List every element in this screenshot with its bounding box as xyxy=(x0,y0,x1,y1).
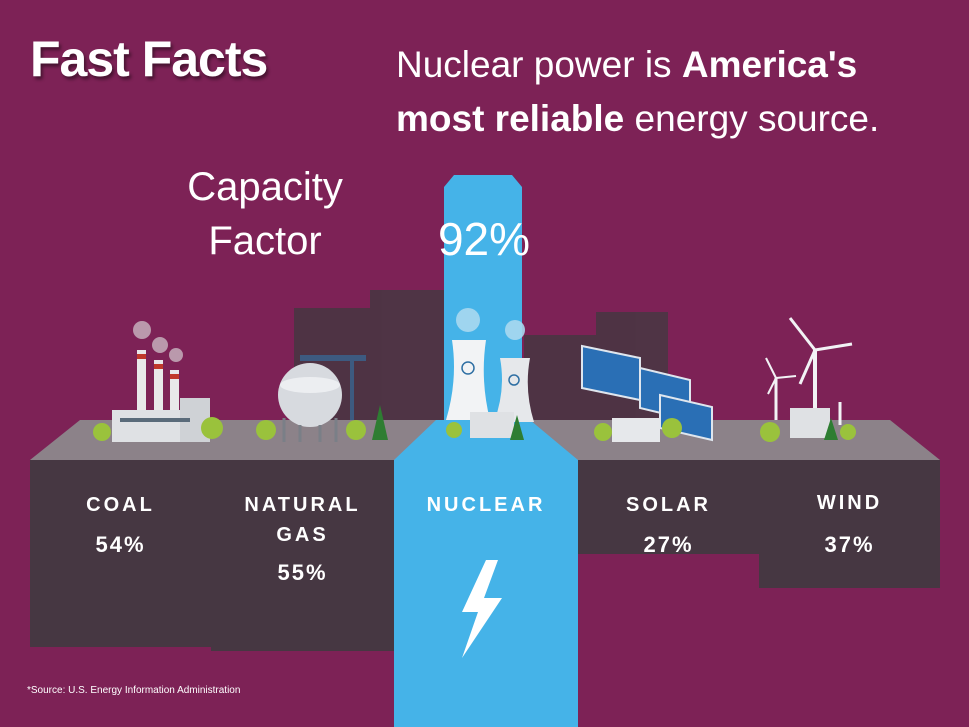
category-label-nuclear: NUCLEAR xyxy=(426,494,546,516)
bars xyxy=(30,460,940,651)
category-label-solar: SOLAR xyxy=(626,494,711,516)
chart-title: Capacity Factor xyxy=(187,165,343,263)
headline-part2: energy source. xyxy=(624,98,880,139)
value-label-coal: 54% xyxy=(95,532,146,557)
headline-part1: Nuclear power is xyxy=(396,44,682,85)
category-label-coal: COAL xyxy=(86,494,155,516)
lightning-bolt-icon xyxy=(462,560,502,658)
solar-panel-icon xyxy=(581,344,713,442)
source-note: *Source: U.S. Energy Information Adminis… xyxy=(27,685,241,696)
headline: Nuclear power is America's most reliable… xyxy=(396,38,956,146)
highlight-value-label: 92% xyxy=(437,213,531,265)
category-label-natural-gas: NATURAL GAS xyxy=(244,494,361,546)
wind-turbine-icon xyxy=(760,317,856,442)
bar-coal xyxy=(30,460,211,647)
category-label-wind: WIND xyxy=(816,492,883,514)
coal-plant-icon xyxy=(93,321,223,442)
bar-natural-gas xyxy=(211,460,394,651)
value-label-natural-gas: 55% xyxy=(277,560,328,585)
nuclear-arrow-bar xyxy=(394,175,578,727)
bar-solar xyxy=(578,460,759,554)
headline-bold2: most reliable xyxy=(396,98,625,139)
bar-wind xyxy=(759,460,940,588)
page-title: Fast Facts xyxy=(30,31,268,87)
value-label-wind: 37% xyxy=(824,532,875,557)
headline-bold1: America's xyxy=(681,44,858,85)
value-label-solar: 27% xyxy=(643,532,694,557)
nuclear-plant-icon xyxy=(446,308,534,440)
gas-tank-icon xyxy=(256,355,388,442)
